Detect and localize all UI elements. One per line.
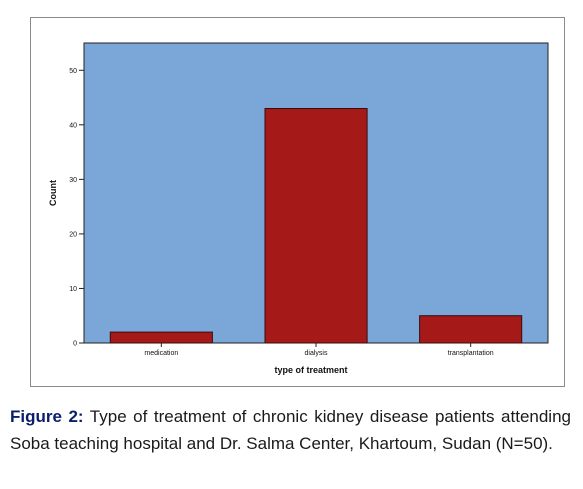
x-axis-label: type of treatment bbox=[274, 365, 347, 375]
y-tick-label: 10 bbox=[69, 286, 77, 293]
x-axis: medication dialysis transplantation bbox=[144, 343, 494, 357]
caption-label: Figure 2: bbox=[10, 407, 84, 426]
x-tick-label-medication: medication bbox=[144, 350, 178, 357]
x-tick-label-dialysis: dialysis bbox=[305, 350, 328, 357]
y-tick-label: 50 bbox=[69, 68, 77, 75]
caption-text: Type of treatment of chronic kidney dise… bbox=[10, 407, 571, 453]
bar-chart: 0 10 20 30 40 50 medication dialysis transplant… bbox=[48, 42, 549, 375]
y-tick-label: 30 bbox=[69, 177, 77, 184]
bar-medication bbox=[109, 331, 213, 344]
y-axis: 0 10 20 30 40 50 bbox=[69, 68, 84, 348]
y-tick-label: 20 bbox=[69, 231, 77, 238]
x-tick-label-transplantation: transplantation bbox=[448, 350, 494, 357]
y-axis-label: Count bbox=[48, 180, 58, 206]
figure-caption: Figure 2: Type of treatment of chronic k… bbox=[10, 403, 571, 457]
bar-transplantation bbox=[419, 315, 523, 344]
y-tick-label: 0 bbox=[73, 341, 77, 348]
y-tick-label: 40 bbox=[69, 122, 77, 129]
bar-dialysis bbox=[264, 108, 368, 344]
bars bbox=[109, 108, 523, 344]
